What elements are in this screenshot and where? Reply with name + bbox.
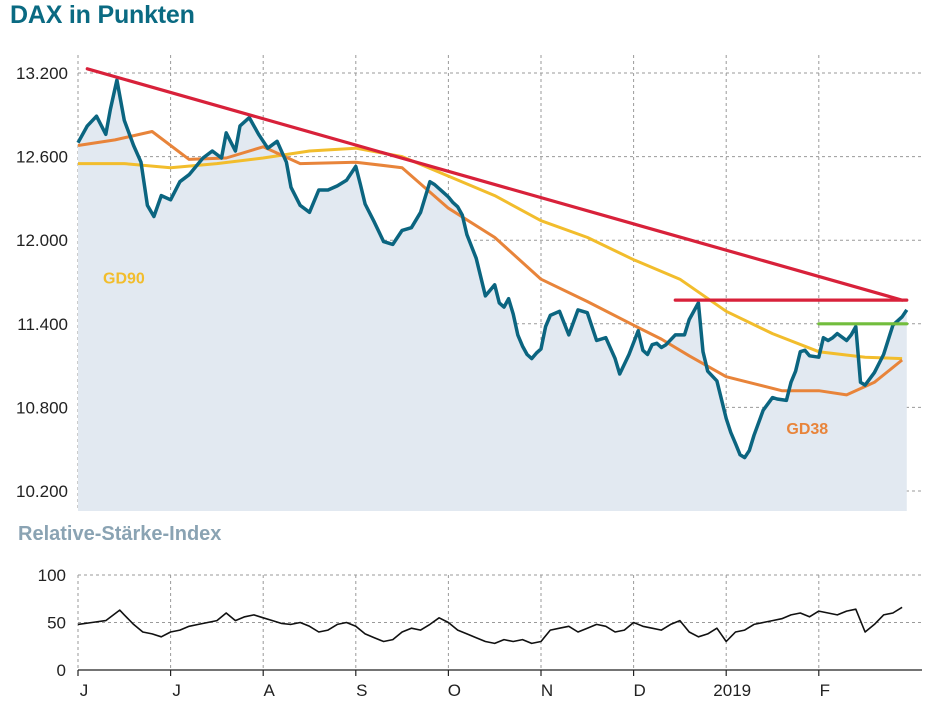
main-y-tick-label-0: 13.200 [16, 64, 68, 83]
x-tick-label-2: A [264, 681, 276, 700]
rsi-y-tick-label-2: 0 [57, 661, 66, 680]
main-chart-title: DAX in Punkten [10, 1, 195, 29]
main-y-tick-label-2: 12.000 [16, 231, 68, 250]
main-y-tick-label-1: 12.600 [16, 148, 68, 167]
x-tick-label-7: 2019 [713, 681, 751, 700]
series-line-gd90 [78, 146, 903, 361]
main-y-tick-label-3: 11.400 [17, 315, 68, 334]
x-tick-label-5: N [541, 681, 553, 700]
series-line-dax [76, 78, 909, 460]
main-y-tick-label-5: 10.200 [16, 482, 68, 501]
main-y-tick-label-4: 10.800 [16, 398, 68, 417]
trendline-0 [85, 67, 904, 302]
x-tick-label-8: F [820, 681, 830, 700]
annotation-gd90: GD90 [103, 270, 145, 287]
x-tick-label-3: S [356, 681, 367, 700]
x-tick-label-1: J [172, 681, 181, 700]
x-tick-label-6: D [633, 681, 645, 700]
rsi-y-tick-label-1: 50 [47, 614, 66, 633]
series-line-rsi [77, 606, 903, 645]
series-line-gd38 [77, 130, 904, 397]
x-tick-label-4: O [448, 681, 461, 700]
rsi-y-tick-label-0: 100 [38, 566, 66, 585]
x-tick-label-0: J [80, 681, 89, 700]
dax-area-fill [78, 80, 907, 511]
annotation-gd38: GD38 [786, 421, 828, 438]
rsi-chart-title: Relative-Stärke-Index [18, 523, 222, 545]
